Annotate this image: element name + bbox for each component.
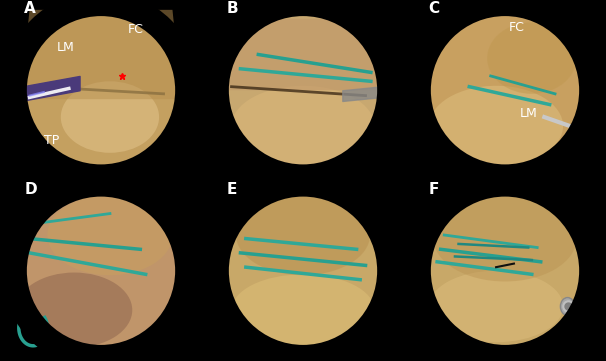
Text: FC: FC	[128, 23, 144, 36]
Text: TP: TP	[44, 134, 59, 147]
Text: B: B	[226, 1, 238, 16]
Text: FC: FC	[508, 21, 524, 34]
Ellipse shape	[236, 195, 370, 275]
Ellipse shape	[231, 86, 375, 166]
Text: LM: LM	[56, 41, 74, 54]
Ellipse shape	[61, 81, 159, 153]
Text: F: F	[428, 182, 439, 197]
Ellipse shape	[218, 186, 388, 356]
Ellipse shape	[429, 86, 563, 166]
Polygon shape	[228, 19, 378, 90]
Ellipse shape	[420, 186, 590, 356]
Text: LM: LM	[519, 107, 537, 120]
Ellipse shape	[16, 5, 186, 175]
Ellipse shape	[433, 196, 576, 282]
Text: E: E	[226, 182, 236, 197]
Ellipse shape	[487, 22, 576, 94]
Ellipse shape	[561, 297, 574, 316]
Polygon shape	[21, 10, 181, 99]
Ellipse shape	[420, 5, 590, 175]
Text: A: A	[24, 1, 36, 16]
Ellipse shape	[47, 195, 173, 275]
Text: C: C	[428, 1, 439, 16]
Ellipse shape	[429, 271, 563, 342]
Ellipse shape	[231, 274, 375, 346]
Ellipse shape	[16, 273, 132, 348]
Ellipse shape	[16, 186, 186, 356]
Ellipse shape	[218, 5, 388, 175]
Text: D: D	[24, 182, 37, 197]
